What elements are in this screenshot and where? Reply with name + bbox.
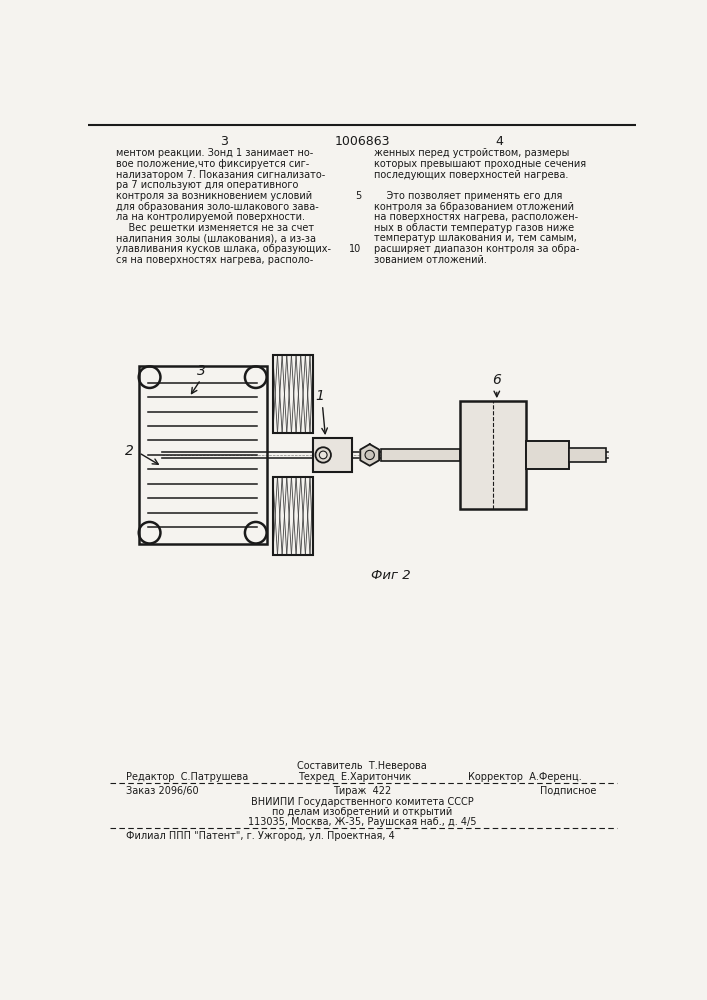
Text: температур шлакования и, тем самым,: температур шлакования и, тем самым, [373, 233, 576, 243]
Text: последующих поверхностей нагрева.: последующих поверхностей нагрева. [373, 170, 568, 180]
Text: Подписное: Подписное [539, 786, 596, 796]
Circle shape [365, 450, 374, 460]
Text: контроля за 6бразованием отложений: контроля за 6бразованием отложений [373, 202, 573, 212]
Text: Вес решетки изменяется не за счет: Вес решетки изменяется не за счет [115, 223, 314, 233]
Text: вое положение,что фиксируется сиг-: вое положение,что фиксируется сиг- [115, 159, 309, 169]
Text: Это позволяет применять его для: Это позволяет применять его для [373, 191, 562, 201]
Text: контроля за возникновением условий: контроля за возникновением условий [115, 191, 312, 201]
Bar [313, 438, 352, 472]
Circle shape [315, 447, 331, 463]
Text: 5: 5 [355, 191, 361, 201]
Text: 1006863: 1006863 [334, 135, 390, 148]
Text: Филиал ППП "Патент", г. Ужгород, ул. Проектная, 4: Филиал ППП "Патент", г. Ужгород, ул. Про… [126, 831, 395, 841]
Text: на поверхностях нагрева, расположен-: на поверхностях нагрева, расположен- [373, 212, 578, 222]
Bar [380, 449, 460, 461]
Text: Тираж  422: Тираж 422 [333, 786, 391, 796]
Text: 2: 2 [124, 444, 134, 458]
Polygon shape [361, 444, 379, 466]
Text: по делам изобретений и открытий: по делам изобретений и открытий [271, 807, 452, 817]
Text: 4: 4 [495, 135, 503, 148]
Text: ра 7 используют для оперативного: ра 7 используют для оперативного [115, 180, 298, 190]
Text: Техред  Е.Харитончик: Техред Е.Харитончик [298, 772, 411, 782]
Text: Составитель  Т.Неверова: Составитель Т.Неверова [297, 761, 427, 771]
Text: ВНИИПИ Государственного комитета СССР: ВНИИПИ Государственного комитета СССР [250, 797, 473, 807]
Text: Редактор  С.Патрушева: Редактор С.Патрушева [126, 772, 248, 782]
Text: ла на контролируемой поверхности.: ла на контролируемой поверхности. [115, 212, 305, 222]
Bar [273, 355, 313, 433]
Text: зованием отложений.: зованием отложений. [373, 255, 486, 265]
Text: 6: 6 [492, 373, 501, 387]
Text: 3: 3 [220, 135, 228, 148]
Text: улавливания кусков шлака, образующих-: улавливания кусков шлака, образующих- [115, 244, 330, 254]
Bar [460, 401, 526, 509]
Text: Фиг 2: Фиг 2 [370, 569, 411, 582]
Text: нализатором 7. Показания сигнализато-: нализатором 7. Показания сигнализато- [115, 170, 325, 180]
Bar [273, 477, 313, 555]
Text: для образования золо-шлакового зава-: для образования золо-шлакового зава- [115, 202, 318, 212]
Bar [569, 448, 606, 462]
Text: ных в области температур газов ниже: ных в области температур газов ниже [373, 223, 573, 233]
Text: 3: 3 [197, 364, 206, 378]
Bar [139, 366, 267, 544]
Text: расширяет диапазон контроля за обра-: расширяет диапазон контроля за обра- [373, 244, 579, 254]
Text: женных перед устройством, размеры: женных перед устройством, размеры [373, 148, 569, 158]
Text: которых превышают проходные сечения: которых превышают проходные сечения [373, 159, 585, 169]
Text: 113035, Москва, Ж-35, Раушская наб., д. 4/5: 113035, Москва, Ж-35, Раушская наб., д. … [247, 817, 477, 827]
Text: 1: 1 [315, 389, 324, 403]
Circle shape [320, 451, 327, 459]
Text: Корректор  А.Ференц.: Корректор А.Ференц. [468, 772, 582, 782]
Bar [526, 441, 569, 469]
Text: Заказ 2096/60: Заказ 2096/60 [126, 786, 198, 796]
Text: ся на поверхностях нагрева, располо-: ся на поверхностях нагрева, располо- [115, 255, 312, 265]
Text: ментом реакции. Зонд 1 занимает но-: ментом реакции. Зонд 1 занимает но- [115, 148, 312, 158]
Text: налипания золы (шлакования), а из-за: налипания золы (шлакования), а из-за [115, 233, 315, 243]
Text: 10: 10 [349, 244, 361, 254]
